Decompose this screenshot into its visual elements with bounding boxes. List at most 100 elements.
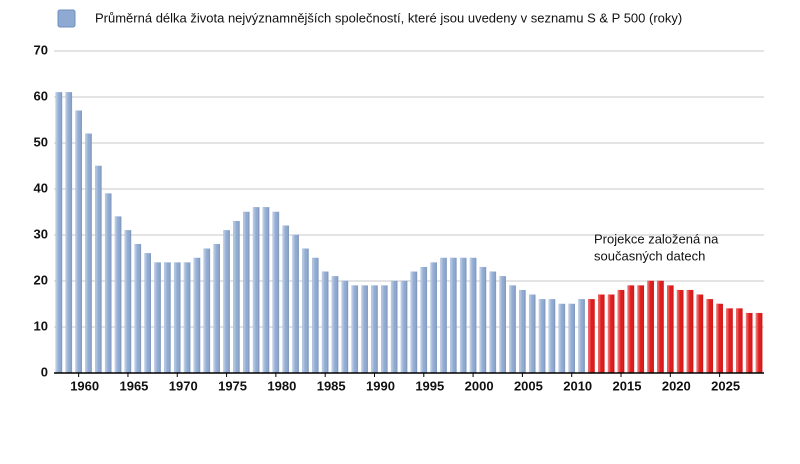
y-tick-label: 70	[34, 42, 48, 57]
bar-shine	[588, 299, 595, 373]
annotation: Projekce založená na	[594, 231, 719, 246]
y-tick-label: 50	[34, 134, 48, 149]
bar-shine	[756, 313, 763, 373]
x-tick-label: 1980	[267, 378, 296, 393]
x-tick-label: 1960	[70, 378, 99, 393]
x-tick-label: 1975	[218, 378, 247, 393]
bar-shine	[499, 276, 506, 373]
y-tick-label: 30	[34, 226, 48, 241]
bar-shine	[489, 271, 496, 373]
y-tick-label: 0	[41, 364, 48, 379]
x-tick-label: 2010	[563, 378, 592, 393]
bar-shine	[105, 193, 112, 373]
bar-shine	[134, 244, 141, 373]
bar-shine	[253, 207, 260, 373]
bar-shine	[341, 281, 348, 373]
bar-shine	[716, 304, 723, 373]
bar-shine	[430, 262, 437, 373]
bar-shine	[686, 290, 694, 373]
x-tick-label: 1985	[317, 378, 346, 393]
bar-shine	[470, 258, 477, 373]
bar-shine	[647, 281, 654, 373]
y-tick-label: 10	[34, 318, 48, 333]
legend-label: Průměrná délka života nejvýznamnějších s…	[95, 10, 682, 25]
bar-shine	[667, 285, 674, 373]
y-tick-label: 40	[34, 180, 48, 195]
bar-shine	[351, 285, 358, 373]
bar-shine	[578, 299, 585, 373]
bar-shine	[272, 212, 279, 373]
x-tick-label: 2000	[465, 378, 494, 393]
bar-shine	[568, 304, 575, 373]
bar-shine	[203, 248, 210, 373]
bar-shine	[391, 281, 398, 373]
x-tick-label: 2025	[711, 378, 740, 393]
bar-shine	[115, 216, 122, 373]
grid	[54, 50, 764, 374]
bar-shine	[361, 285, 368, 373]
bars	[55, 92, 763, 374]
bar-shine	[381, 285, 388, 373]
bar-shine	[608, 294, 615, 373]
bar-shine	[184, 262, 191, 373]
bar-shine	[450, 258, 457, 373]
bar-shine	[401, 281, 408, 373]
bar-shine	[539, 299, 546, 373]
bar-shine	[519, 290, 526, 373]
bar-shine	[233, 221, 240, 373]
bar-shine	[302, 248, 309, 373]
y-tick-label: 60	[34, 88, 48, 103]
bar-shine	[696, 294, 703, 373]
x-tick-label: 1965	[119, 378, 148, 393]
bar-shine	[598, 294, 605, 373]
bar-shine	[213, 244, 220, 373]
bar-shine	[736, 308, 743, 373]
labels: 0 10 20 30 40 50 60 70 1960 1965 1970 1975 1980 1985 1…	[34, 9, 764, 393]
bar-shine	[509, 285, 516, 373]
bar-shine	[558, 304, 565, 373]
legend-swatch	[57, 9, 76, 28]
bar-shine	[95, 166, 102, 373]
bar-shine	[548, 299, 556, 373]
bar-shine	[371, 285, 378, 373]
y-tick-label: 20	[34, 272, 48, 287]
bar-shine	[312, 258, 319, 373]
bar-shine	[164, 262, 171, 373]
bar-shine	[637, 285, 644, 373]
bar-shine	[617, 290, 625, 373]
bar-shine	[460, 258, 467, 373]
bar-shine	[657, 281, 664, 373]
bar-shine	[410, 271, 417, 373]
bar-shine	[85, 133, 92, 373]
bar-shine	[292, 235, 299, 373]
bar-shine	[627, 285, 634, 373]
bar-shine	[223, 230, 230, 373]
bar-shine	[479, 267, 487, 373]
bar-shine	[243, 212, 250, 373]
bar-shine	[75, 110, 82, 374]
x-tick-label: 2020	[662, 378, 691, 393]
bar-shine	[154, 262, 161, 373]
bar-shine	[322, 271, 329, 373]
bar-shine	[262, 207, 270, 373]
bar-shine	[124, 230, 132, 373]
bar-shine	[282, 225, 289, 373]
bar-shine	[174, 262, 181, 373]
bar-shine	[706, 299, 713, 373]
bar-shine	[193, 258, 201, 373]
bar-shine	[726, 308, 733, 373]
bar-shine	[420, 267, 427, 373]
bar-shine	[144, 253, 151, 373]
x-tick-label: 2005	[514, 378, 543, 393]
bar-shine	[331, 276, 339, 373]
bar-shine	[65, 92, 72, 374]
x-tick-label: 1970	[169, 378, 198, 393]
bar-shine	[440, 258, 447, 373]
bar-shine	[55, 92, 62, 374]
x-tick-label: 1995	[415, 378, 444, 393]
bar-shine	[746, 313, 753, 373]
bar-shine	[677, 290, 684, 373]
x-tick-label: 2015	[613, 378, 642, 393]
x-tick-label: 1990	[366, 378, 395, 393]
